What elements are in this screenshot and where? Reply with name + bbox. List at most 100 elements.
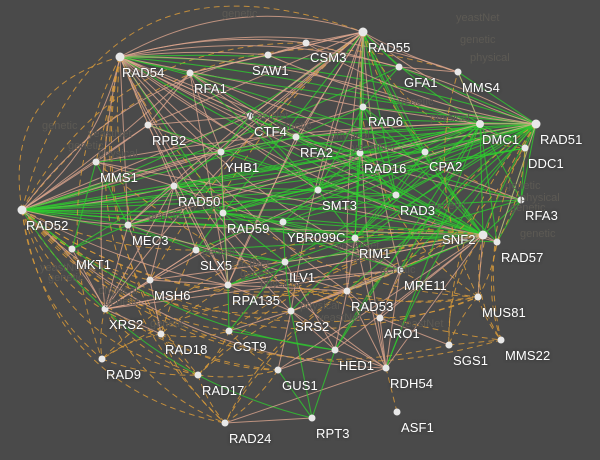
- graph-node-rad50[interactable]: [170, 182, 178, 190]
- graph-node-ybr099c[interactable]: [279, 218, 287, 226]
- graph-node-rad9[interactable]: [98, 355, 106, 363]
- graph-node-mms4[interactable]: [454, 68, 462, 76]
- edge-coexpression: [424, 151, 484, 236]
- edge-genetic: [21, 209, 226, 424]
- graph-node-rad54[interactable]: [115, 52, 125, 62]
- graph-node-hed1[interactable]: [331, 346, 339, 354]
- graph-node-gfa1[interactable]: [395, 63, 403, 71]
- graph-node-asf1[interactable]: [393, 408, 401, 416]
- edge-genetic: [21, 5, 364, 211]
- graph-node-srs2[interactable]: [287, 307, 295, 315]
- edge-physical: [477, 234, 484, 298]
- graph-node-mms1[interactable]: [92, 158, 100, 166]
- graph-node-mms22[interactable]: [497, 336, 505, 344]
- edge-genetic: [448, 296, 479, 346]
- edge-physical: [149, 249, 197, 281]
- edge-physical: [104, 284, 229, 310]
- graph-node-dmc1[interactable]: [476, 120, 484, 128]
- graph-node-rpb2[interactable]: [144, 121, 152, 129]
- edge-physical: [385, 234, 484, 369]
- graph-node-slx5[interactable]: [192, 246, 200, 254]
- node-layer[interactable]: [17, 27, 541, 427]
- edge-coexpression: [359, 151, 426, 154]
- edge-physical: [496, 123, 537, 243]
- edge-genetic: [104, 308, 199, 376]
- graph-node-rpt3[interactable]: [308, 414, 316, 422]
- edge-physical: [95, 161, 175, 187]
- edge-physical: [127, 31, 364, 226]
- edge-physical: [224, 417, 313, 424]
- graph-node-mkt1[interactable]: [68, 245, 76, 253]
- graph-node-mec3[interactable]: [124, 221, 132, 229]
- graph-node-ctf4[interactable]: [246, 112, 254, 120]
- edge-genetic: [379, 123, 537, 319]
- graph-node-aro1[interactable]: [376, 314, 384, 322]
- graph-node-rim1[interactable]: [351, 234, 359, 242]
- edge-coexpression: [282, 221, 356, 239]
- graph-node-rad53[interactable]: [343, 287, 351, 295]
- edge-physical: [119, 36, 459, 73]
- edge-genetic: [492, 123, 537, 341]
- graph-node-rad52[interactable]: [17, 205, 27, 215]
- edge-genetic: [346, 290, 479, 303]
- graph-node-rad3[interactable]: [392, 191, 400, 199]
- edge-coexpression: [284, 237, 356, 263]
- edge-coexpression: [195, 123, 537, 251]
- edge-genetic: [21, 209, 162, 335]
- graph-node-xrs2[interactable]: [101, 305, 109, 313]
- edge-physical: [227, 284, 292, 312]
- graph-node-smt3[interactable]: [314, 186, 322, 194]
- edge-physical: [119, 56, 251, 117]
- graph-node-rad16[interactable]: [356, 149, 364, 157]
- graph-node-rdh54[interactable]: [382, 364, 390, 372]
- edge-coexpression: [479, 123, 498, 243]
- graph-node-mre11[interactable]: [396, 266, 404, 274]
- graph-node-rad18[interactable]: [157, 330, 165, 338]
- edge-physical: [104, 224, 129, 310]
- edge-coexpression: [95, 161, 129, 226]
- edge-coexpression: [173, 185, 224, 214]
- graph-node-rfa2[interactable]: [292, 133, 300, 141]
- edge-coexpression: [189, 72, 537, 125]
- graph-node-sgs1[interactable]: [445, 341, 453, 349]
- edge-coexpression: [220, 123, 537, 153]
- edge-physical: [189, 72, 297, 138]
- graph-node-csm3[interactable]: [302, 39, 310, 47]
- edge-genetic: [160, 231, 484, 335]
- edge-physical: [147, 124, 222, 153]
- graph-node-msh6[interactable]: [146, 276, 154, 284]
- graph-node-cst9[interactable]: [225, 327, 233, 335]
- graph-node-rad6[interactable]: [359, 103, 367, 111]
- graph-node-mus81[interactable]: [474, 293, 482, 301]
- edge-physical: [334, 349, 387, 369]
- graph-node-rad59[interactable]: [219, 209, 227, 217]
- graph-node-rfa1[interactable]: [186, 69, 194, 77]
- edge-coexpression: [222, 31, 364, 214]
- graph-node-rad57[interactable]: [493, 238, 501, 246]
- graph-node-ddc1[interactable]: [521, 144, 529, 152]
- graph-node-rad24[interactable]: [221, 419, 229, 427]
- edge-genetic: [160, 333, 226, 424]
- graph-node-rad51[interactable]: [531, 119, 541, 129]
- edge-genetic: [496, 147, 526, 243]
- graph-node-gus1[interactable]: [274, 366, 282, 374]
- edge-coexpression: [220, 136, 297, 153]
- graph-node-ilv1[interactable]: [281, 258, 289, 266]
- edge-coexpression: [282, 194, 397, 223]
- graph-node-saw1[interactable]: [264, 51, 272, 59]
- graph-node-rad17[interactable]: [194, 371, 202, 379]
- edge-coexpression: [189, 72, 484, 236]
- edge-coexpression: [520, 123, 537, 201]
- graph-node-rpa135[interactable]: [224, 281, 232, 289]
- edge-coexpression: [295, 123, 481, 138]
- graph-node-rad55[interactable]: [358, 27, 368, 37]
- edge-genetic: [477, 296, 502, 341]
- graph-node-snf2[interactable]: [478, 230, 488, 240]
- graph-node-cpa2[interactable]: [421, 148, 429, 156]
- graph-node-rfa3[interactable]: [517, 196, 525, 204]
- edge-coexpression: [222, 123, 481, 214]
- edge-coexpression: [21, 152, 361, 211]
- graph-node-yhb1[interactable]: [217, 148, 225, 156]
